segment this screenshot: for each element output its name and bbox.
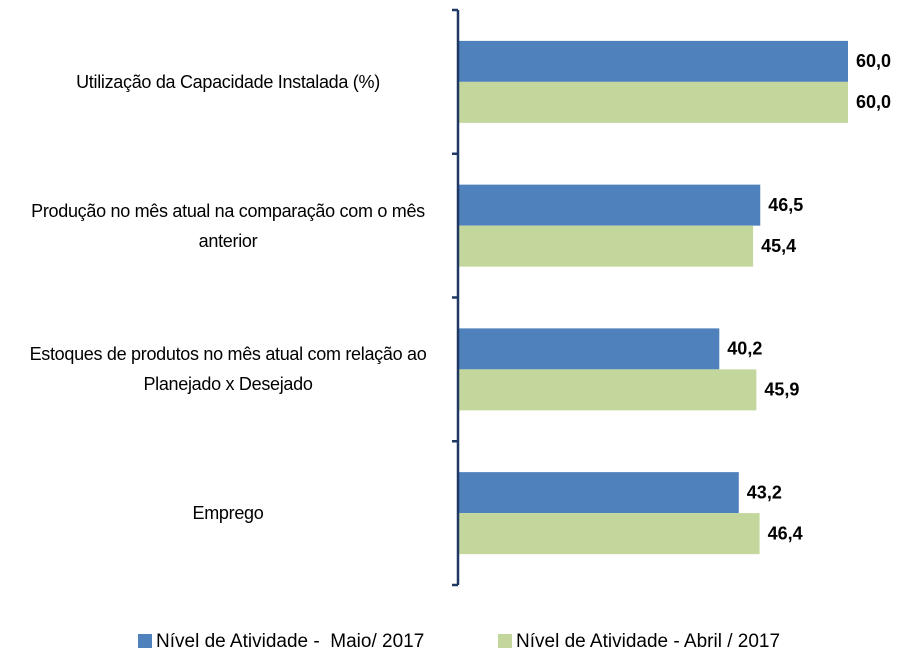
category-label: Utilização da Capacidade Instalada (%) xyxy=(76,71,380,92)
value-label: 40,2 xyxy=(727,339,762,359)
category-label: Emprego xyxy=(192,503,264,524)
value-label: 60,0 xyxy=(856,51,891,71)
value-label: 45,9 xyxy=(764,380,799,400)
legend-label: Nível de Atividade - Maio/ 2017 xyxy=(156,631,424,652)
bar xyxy=(458,225,754,267)
legend-label: Nível de Atividade - Abril / 2017 xyxy=(516,631,780,652)
value-label: 46,4 xyxy=(768,523,803,543)
value-label: 60,0 xyxy=(856,92,891,112)
bar xyxy=(458,513,760,555)
bar xyxy=(458,328,720,370)
category-label: Estoques de produtos no mês atual com re… xyxy=(29,344,427,395)
bar xyxy=(458,369,757,411)
bar xyxy=(458,472,739,514)
category-label: Produção no mês atual na comparação com … xyxy=(31,200,425,251)
legend-swatch xyxy=(498,634,512,648)
value-label: 46,5 xyxy=(768,195,803,215)
bar xyxy=(458,40,848,82)
value-label: 43,2 xyxy=(747,482,782,502)
legend-swatch xyxy=(138,634,152,648)
bar xyxy=(458,184,761,226)
value-label: 45,4 xyxy=(761,236,796,256)
bar xyxy=(458,81,848,123)
